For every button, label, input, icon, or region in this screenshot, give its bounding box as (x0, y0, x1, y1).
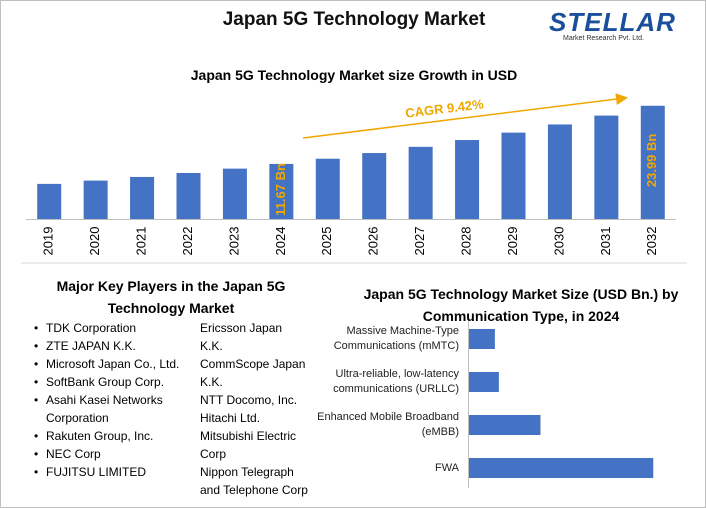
bar (269, 163, 294, 219)
bar (83, 180, 108, 219)
x-tick-label: 2022 (180, 227, 195, 256)
chart-title: Japan 5G Technology Market size Growth i… (190, 67, 518, 83)
bar (594, 115, 619, 219)
bar (315, 158, 340, 219)
x-tick-label: 2030 (551, 227, 566, 256)
chart-title: Japan 5G Technology Market Size (USD Bn.… (363, 286, 679, 324)
bar (640, 105, 665, 219)
player: FUJITSU LIMITED (34, 463, 184, 481)
player: Microsoft Japan Co., Ltd. (34, 355, 184, 373)
bar (222, 168, 247, 219)
bar (469, 372, 499, 392)
y-tick-label: FWA (434, 461, 459, 474)
bar (469, 329, 495, 349)
x-tick-label: 2026 (366, 227, 381, 256)
value-label: 11.67 Bn (273, 163, 288, 216)
x-tick-label: 2031 (598, 227, 613, 256)
x-tick-label: 2020 (87, 227, 102, 256)
player: SoftBank Group Corp. (34, 373, 184, 391)
bar (547, 124, 572, 219)
bar (455, 140, 480, 219)
logo-text: STELLAR (549, 7, 676, 37)
player-list: TDK CorporationZTE JAPAN K.K.Microsoft J… (34, 319, 184, 481)
x-tick-label: 2023 (226, 227, 241, 256)
player: Hitachi Ltd. (200, 411, 261, 425)
y-tick-label: Enhanced Mobile Broadband (eMBB) (317, 411, 459, 438)
player: NTT Docomo, Inc. (200, 393, 298, 407)
value-label: 23.99 Bn (644, 134, 659, 188)
bar (37, 183, 62, 219)
player: Rakuten Group, Inc. (34, 427, 184, 445)
page-title: Japan 5G Technology Market (222, 9, 486, 30)
bar (408, 146, 433, 219)
player: NEC Corp (34, 445, 184, 463)
bar (469, 458, 654, 478)
x-tick-label: 2019 (41, 227, 56, 256)
bar (130, 176, 155, 219)
logo: STELLAR Market Research Pvt. Ltd. (549, 7, 699, 42)
logo-tagline: Market Research Pvt. Ltd. (563, 35, 644, 42)
annotation-arrow (302, 93, 628, 139)
x-tick-label: 2027 (412, 227, 427, 256)
player: Ericsson Japan K.K. (200, 321, 283, 353)
player: TDK Corporation (34, 319, 184, 337)
player: Mitsubishi Electric Corp (200, 429, 297, 461)
bar (501, 132, 526, 219)
x-tick-label: 2029 (505, 227, 520, 256)
bar (362, 153, 387, 219)
x-tick-label: 2032 (644, 227, 659, 256)
x-tick-label: 2021 (134, 227, 149, 256)
player-list: Ericsson Japan K.K. CommScope Japan K.K. N… (200, 319, 308, 499)
bar (469, 415, 541, 435)
y-tick-label: Massive Machine-Type Communications (mMT… (333, 325, 459, 352)
x-tick-label: 2025 (319, 227, 334, 256)
bar (176, 172, 201, 219)
player: CommScope Japan K.K. (200, 357, 306, 389)
x-tick-label: 2024 (273, 227, 288, 256)
player: Nippon Telegraph and Telephone Corp (200, 465, 308, 497)
player: Asahi Kasei Networks Corporation (34, 391, 184, 427)
y-tick-label: Ultra-reliable, low-latency communicatio… (333, 368, 459, 395)
section-title: Major Key Players in the Japan 5G Techno… (56, 278, 286, 316)
x-tick-label: 2028 (459, 227, 474, 256)
player: ZTE JAPAN K.K. (34, 337, 184, 355)
